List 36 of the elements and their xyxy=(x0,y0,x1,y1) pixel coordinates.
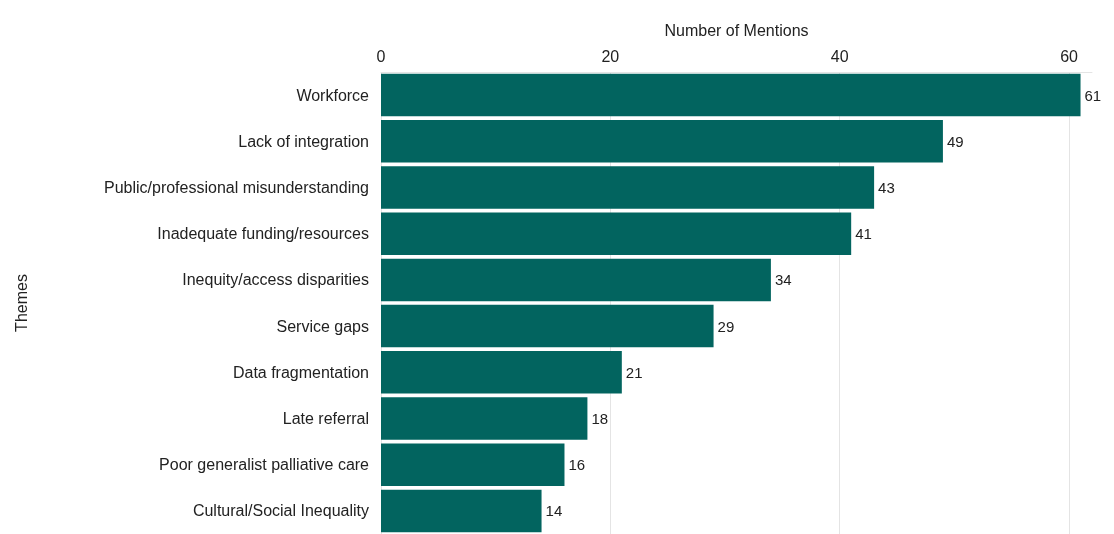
bar xyxy=(381,73,1081,117)
x-tick-label: 0 xyxy=(376,47,386,65)
y-tick-label: Public/professional misunderstanding xyxy=(103,179,369,196)
bar xyxy=(381,351,622,394)
data-label: 34 xyxy=(774,271,792,289)
y-tick-label: Cultural/Social Inequality xyxy=(192,502,369,520)
y-axis-title: Themes xyxy=(12,274,30,332)
data-label: 14 xyxy=(545,502,563,520)
bar xyxy=(381,489,542,533)
data-label: 21 xyxy=(625,363,643,381)
x-tick-label: 20 xyxy=(601,47,620,65)
data-label: 18 xyxy=(591,410,609,427)
bar xyxy=(381,397,588,440)
data-label: 49 xyxy=(946,132,964,150)
y-tick-label: Poor generalist palliative care xyxy=(159,456,370,474)
y-tick-label: Lack of integration xyxy=(238,132,369,150)
data-label: 16 xyxy=(568,456,586,474)
bar xyxy=(381,212,852,255)
x-tick-label: 60 xyxy=(1060,47,1079,65)
x-axis-title: Number of Mentions xyxy=(664,21,809,39)
y-tick-label: Inequity/access disparities xyxy=(182,271,369,289)
y-tick-label: Data fragmentation xyxy=(232,363,369,381)
bar xyxy=(381,258,771,302)
bar xyxy=(381,443,565,486)
y-tick-label: Late referral xyxy=(282,410,369,427)
bar xyxy=(381,166,875,209)
data-label: 29 xyxy=(717,317,735,335)
data-label: 43 xyxy=(878,179,895,196)
data-label: 41 xyxy=(855,225,872,243)
x-tick-label: 40 xyxy=(830,47,849,65)
bar xyxy=(381,120,943,163)
bar xyxy=(381,304,714,348)
y-tick-label: Inadequate funding/resources xyxy=(157,225,369,243)
data-label: 61 xyxy=(1084,86,1102,104)
y-tick-label: Service gaps xyxy=(276,317,369,335)
y-tick-label: Workforce xyxy=(296,86,370,104)
